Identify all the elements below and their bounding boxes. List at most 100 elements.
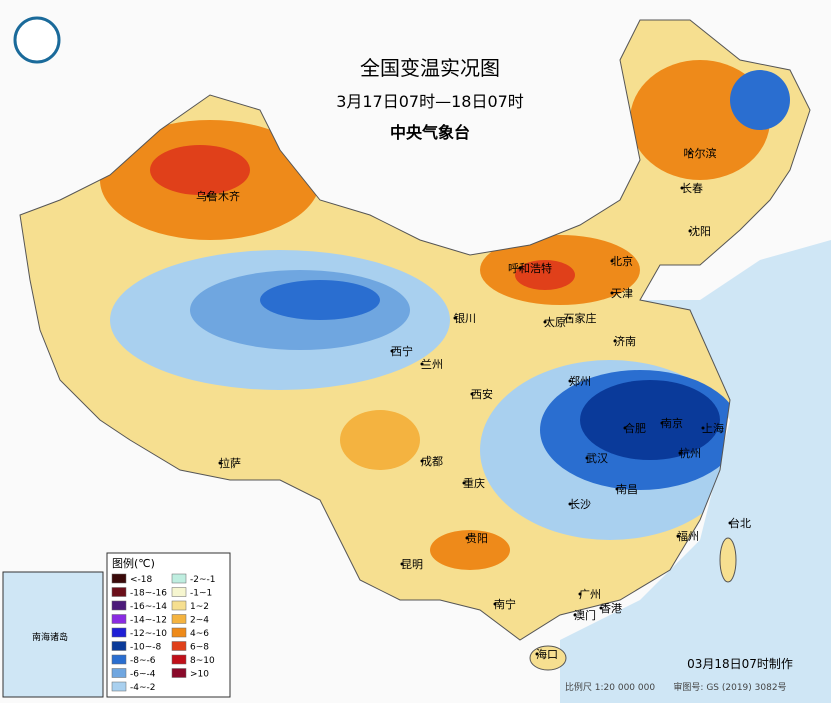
city-dot [453,316,457,320]
city-dot [660,421,664,425]
legend-label: -12~-10 [130,629,167,639]
city-label: 广州 [579,588,601,601]
city-label: 上海 [702,421,724,435]
city-dot [613,339,617,343]
legend-label: -2~-1 [190,575,216,585]
city-label: 南京 [661,416,683,430]
city-label: 南昌 [616,483,638,496]
city-label: 天津 [611,287,633,300]
legend-swatch [111,587,127,597]
legend-label: 1~2 [190,602,209,612]
legend-swatch [111,681,127,692]
inset-label: 南海诸岛 [32,631,68,643]
city-dot [218,461,222,465]
city-dot [688,229,692,233]
title: 全国变温实况图 [360,56,500,80]
city-label: 香港 [600,602,622,615]
city-dot [568,502,572,506]
legend-swatch [111,573,127,584]
legend-swatch [171,600,187,611]
city-label: 合肥 [624,421,646,435]
city-dot [599,606,603,610]
city-label: 长春 [681,182,703,195]
city-label: 武汉 [586,452,608,465]
city-dot [573,613,577,617]
border [19,19,811,641]
city-label: 沈阳 [689,224,711,238]
city-label: 西安 [471,387,493,401]
legend-label: -1~1 [190,589,212,599]
city-label: 济南 [614,334,636,348]
city-dot [615,487,619,491]
scale: 比例尺 1:20 000 000 [565,681,655,693]
city-label: 西宁 [391,344,413,358]
city-label: 郑州 [569,374,591,388]
city-dot [493,602,497,606]
city-label: 哈尔滨 [684,146,717,160]
legend-swatch [171,573,187,584]
legend-swatch [171,641,187,651]
city-dot [688,151,692,155]
legend-title: 图例(℃) [112,556,155,570]
city-label: 贵阳 [466,532,488,545]
legend-label: -6~-4 [130,670,156,680]
logo [13,16,61,64]
legend-swatch [111,627,127,638]
city-dot [676,534,680,538]
city-label: 昆明 [401,558,423,571]
city-dot [701,426,705,430]
city-dot [206,194,210,198]
legend-label: -4~-2 [130,683,156,693]
city-dot [465,536,469,540]
city-dot [568,316,572,320]
legend-label: -10~-8 [130,643,161,653]
legend-label: >10 [190,670,209,680]
city-dot [518,266,522,270]
city-dot [568,379,572,383]
city-dot [535,652,539,656]
city-dot [680,186,684,190]
city-dot [390,349,394,353]
legend-label: 4~6 [190,629,209,639]
legend-swatch [111,600,127,611]
issuer: 中央气象台 [390,123,470,142]
legend-label: -8~-6 [130,656,156,666]
approval: 审图号: GS (2019) 3082号 [673,681,786,693]
legend-label: -16~-14 [130,602,167,612]
city-dot [610,291,614,295]
legend-swatch [171,587,187,597]
city-dot [543,320,547,324]
sea [560,240,831,703]
city-label: 海口 [536,647,558,661]
city-label: 台北 [729,516,751,530]
city-dot [420,362,424,366]
legend-swatch [111,668,127,678]
subtitle: 3月17日07时—18日07时 [336,92,524,111]
city-label: 银川 [454,311,476,325]
city-dot [728,521,732,525]
city-label: 乌鲁木齐 [196,189,240,203]
city-label: 兰州 [421,358,443,371]
legend-swatch [171,654,187,665]
made-time: 03月18日07时制作 [687,657,793,671]
city-label: 杭州 [679,446,701,460]
city-dot [578,592,582,596]
legend-swatch [111,614,127,624]
legend-swatch [171,614,187,624]
legend [106,552,231,698]
taiwan [719,537,737,583]
city-label: 北京 [611,254,633,268]
city-dot [470,392,474,396]
hainan [529,645,567,671]
legend-label: <-18 [130,575,153,585]
legend-label: 6~8 [190,643,209,653]
city-dot [623,426,627,430]
legend-items: <-18 -18~-16 -16~-14 -14~-12 -12~-10 -10~-8 -8… [111,573,216,693]
inset [2,571,104,698]
legend-label: 8~10 [190,656,215,666]
city-label: 太原 [544,316,566,329]
city-label: 呼和浩特 [508,261,552,275]
city-label: 澳门 [574,608,596,622]
legend-swatch [171,627,187,638]
